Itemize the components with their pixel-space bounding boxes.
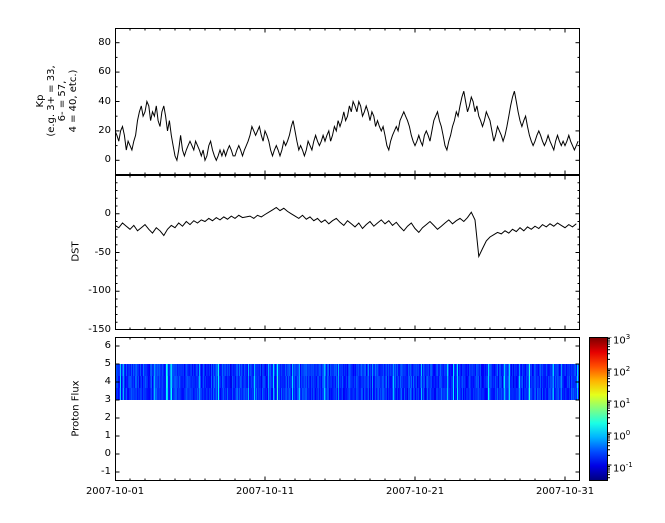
proton-flux-ytick-label: 1 (104, 430, 111, 441)
kp-ytick-label: 40 (98, 96, 111, 107)
proton-flux-panel (115, 337, 580, 481)
colorbar-tick-label: 103 (613, 333, 631, 347)
xtick-label: 2007-10-01 (85, 486, 145, 497)
proton-flux-ytick-label: -1 (101, 466, 111, 477)
proton-flux-ytick-label: 5 (104, 358, 111, 369)
colorbar-ticks (608, 336, 614, 485)
xtick-label: 2007-10-11 (235, 486, 295, 497)
proton-flux-ytick-label: 6 (104, 340, 111, 351)
proton-flux-ytick-label: 3 (104, 394, 111, 405)
dst-ytick-label: -50 (94, 247, 111, 258)
dst-ytick-label: -150 (88, 324, 111, 335)
colorbar-tick-label: 100 (613, 429, 631, 443)
dst-ytick-label: -100 (88, 285, 111, 296)
xtick-label: 2007-10-31 (535, 486, 595, 497)
colorbar-tick-label: 101 (613, 397, 631, 411)
colorbar-tick-label: 10-1 (613, 461, 633, 475)
kp-panel (115, 28, 580, 175)
kp-ytick-label: 60 (98, 66, 111, 77)
proton-flux-ytick-label: 0 (104, 448, 111, 459)
dst-panel (115, 175, 580, 330)
colorbar-tick-label: 102 (613, 365, 631, 379)
proton-flux-ytick-label: 4 (104, 376, 111, 387)
proton-flux-ytick-label: 2 (104, 412, 111, 423)
colorbar (589, 337, 608, 481)
dst-ytick-label: 0 (104, 208, 111, 219)
kp-ytick-label: 0 (104, 154, 111, 165)
xtick-label: 2007-10-21 (385, 486, 445, 497)
kp-ytick-label: 20 (98, 125, 111, 136)
kp-ytick-label: 80 (98, 37, 111, 48)
